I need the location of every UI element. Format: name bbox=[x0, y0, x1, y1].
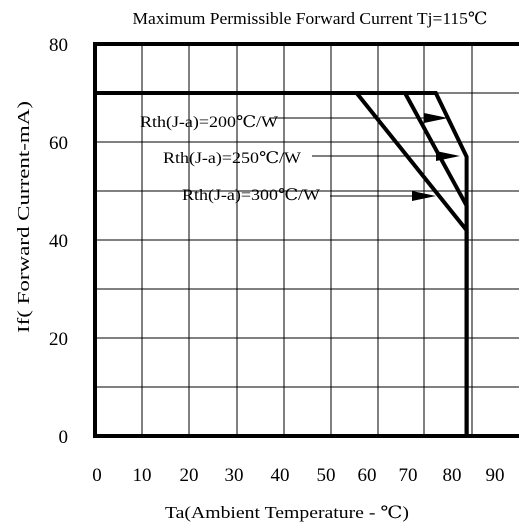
y-tick-label-3: 60 bbox=[49, 133, 68, 154]
annotation-label-0: Rth(J-a)=200℃/W bbox=[140, 114, 279, 131]
annotation-arrow-2 bbox=[412, 191, 436, 201]
x-tick-label-7: 70 bbox=[399, 465, 418, 486]
x-tick-label-3: 30 bbox=[225, 465, 244, 486]
x-tick-label-4: 40 bbox=[271, 465, 290, 486]
y-tick-label-0: 0 bbox=[59, 427, 69, 448]
annotation-group: Rth(J-a)=200℃/W Rth(J-a)=250℃/W Rth(J-a)=3… bbox=[140, 113, 460, 204]
x-tick-label-1: 10 bbox=[133, 465, 152, 486]
annotation-label-1: Rth(J-a)=250℃/W bbox=[163, 150, 302, 167]
y-axis-label: If( Forward Current-mA) bbox=[14, 101, 33, 333]
x-tick-label-0: 0 bbox=[92, 465, 102, 486]
grid-lines bbox=[95, 44, 519, 436]
annotation-label-2: Rth(J-a)=300℃/W bbox=[182, 187, 321, 204]
series-line-0 bbox=[97, 91, 469, 436]
tick-labels: 0 10 20 30 40 50 60 70 80 90 0 20 40 60 80 bbox=[49, 35, 505, 486]
x-tick-label-9: 90 bbox=[486, 465, 505, 486]
chart-title: Maximum Permissible Forward Current Tj=1… bbox=[133, 9, 488, 28]
series-line-1 bbox=[97, 91, 469, 436]
x-tick-label-2: 20 bbox=[180, 465, 199, 486]
annotation-arrow-0 bbox=[424, 113, 448, 123]
annotation-arrow-1 bbox=[436, 151, 460, 161]
x-tick-label-6: 60 bbox=[358, 465, 377, 486]
x-tick-label-8: 80 bbox=[443, 465, 462, 486]
y-tick-label-1: 20 bbox=[49, 329, 68, 350]
x-tick-label-5: 50 bbox=[317, 465, 336, 486]
series-line-2 bbox=[97, 91, 469, 436]
x-axis-label: Ta(Ambient Temperature - ℃) bbox=[165, 503, 409, 522]
y-tick-label-4: 80 bbox=[49, 35, 68, 56]
y-tick-label-2: 40 bbox=[49, 231, 68, 252]
series-group bbox=[97, 91, 469, 436]
plot-frame bbox=[93, 42, 519, 438]
